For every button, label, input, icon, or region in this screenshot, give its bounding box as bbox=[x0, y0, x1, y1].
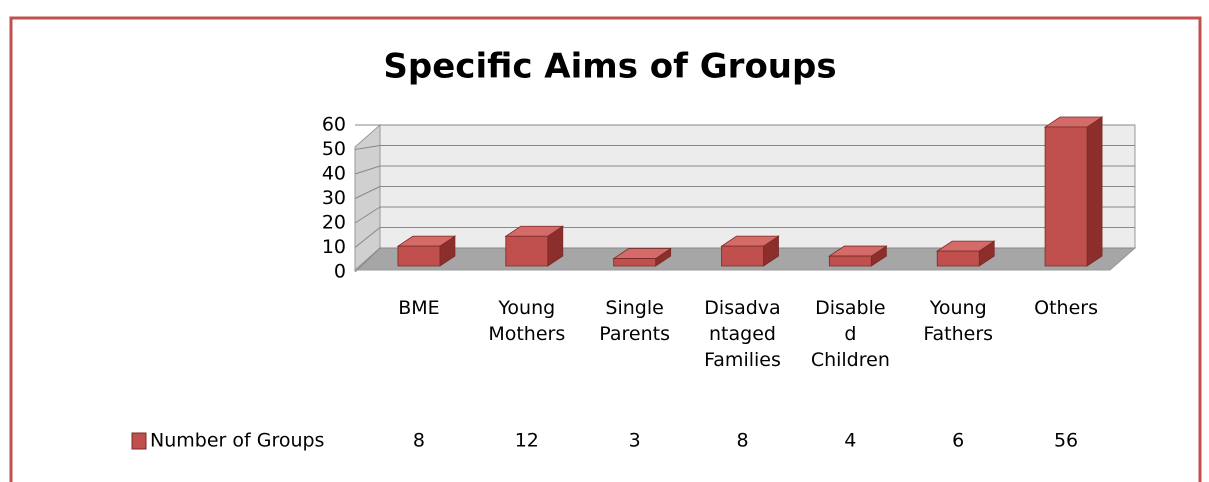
x-tick-label: Disable d Children bbox=[811, 297, 890, 371]
x-tick-label: BME bbox=[398, 297, 439, 319]
bar-face bbox=[828, 255, 872, 267]
grid-line bbox=[354, 247, 381, 273]
bar bbox=[935, 240, 996, 267]
bar bbox=[396, 235, 457, 267]
bar-face bbox=[613, 258, 657, 267]
data-table-value: 56 bbox=[1054, 430, 1078, 452]
data-table-value: 8 bbox=[736, 430, 748, 452]
bar bbox=[1043, 116, 1104, 267]
grid-line bbox=[354, 186, 381, 199]
bar-face bbox=[936, 250, 980, 267]
bar bbox=[612, 247, 672, 267]
bar bbox=[720, 235, 780, 267]
legend-swatch bbox=[131, 432, 147, 450]
bar-face bbox=[397, 245, 441, 267]
grid-line bbox=[354, 227, 381, 248]
grid-line bbox=[354, 165, 381, 175]
data-table-value: 4 bbox=[844, 430, 856, 452]
chart-title: Specific Aims of Groups bbox=[383, 47, 836, 87]
x-tick-label: Others bbox=[1034, 297, 1098, 319]
grid-line bbox=[354, 145, 381, 150]
y-tick-label: 30 bbox=[322, 187, 346, 209]
data-table-value: 3 bbox=[629, 430, 641, 452]
y-tick-label: 10 bbox=[322, 236, 346, 258]
data-table-value: 8 bbox=[413, 430, 425, 452]
y-tick-label: 50 bbox=[322, 138, 346, 160]
side-wall bbox=[354, 123, 381, 272]
frame bbox=[9, 16, 1202, 482]
x-tick-label: Disadva ntaged Families bbox=[704, 297, 781, 371]
data-table-value: 12 bbox=[515, 430, 539, 452]
y-tick-label: 60 bbox=[322, 114, 346, 136]
x-tick-label: Young Mothers bbox=[488, 297, 565, 345]
grid-line bbox=[354, 206, 381, 224]
bar-face bbox=[1086, 116, 1103, 267]
bar-face bbox=[505, 235, 549, 267]
y-tick-label: 20 bbox=[322, 212, 346, 234]
bar-face bbox=[1044, 126, 1088, 267]
x-tick-label: Young Fathers bbox=[923, 297, 993, 345]
bar bbox=[828, 245, 888, 267]
x-tick-label: Single Parents bbox=[599, 297, 670, 345]
bar-face bbox=[721, 245, 764, 267]
y-tick-label: 0 bbox=[334, 261, 346, 283]
data-table-value: 6 bbox=[952, 430, 964, 452]
legend-label: Number of Groups bbox=[150, 430, 324, 452]
bar bbox=[504, 225, 565, 267]
y-tick-label: 40 bbox=[322, 163, 346, 185]
